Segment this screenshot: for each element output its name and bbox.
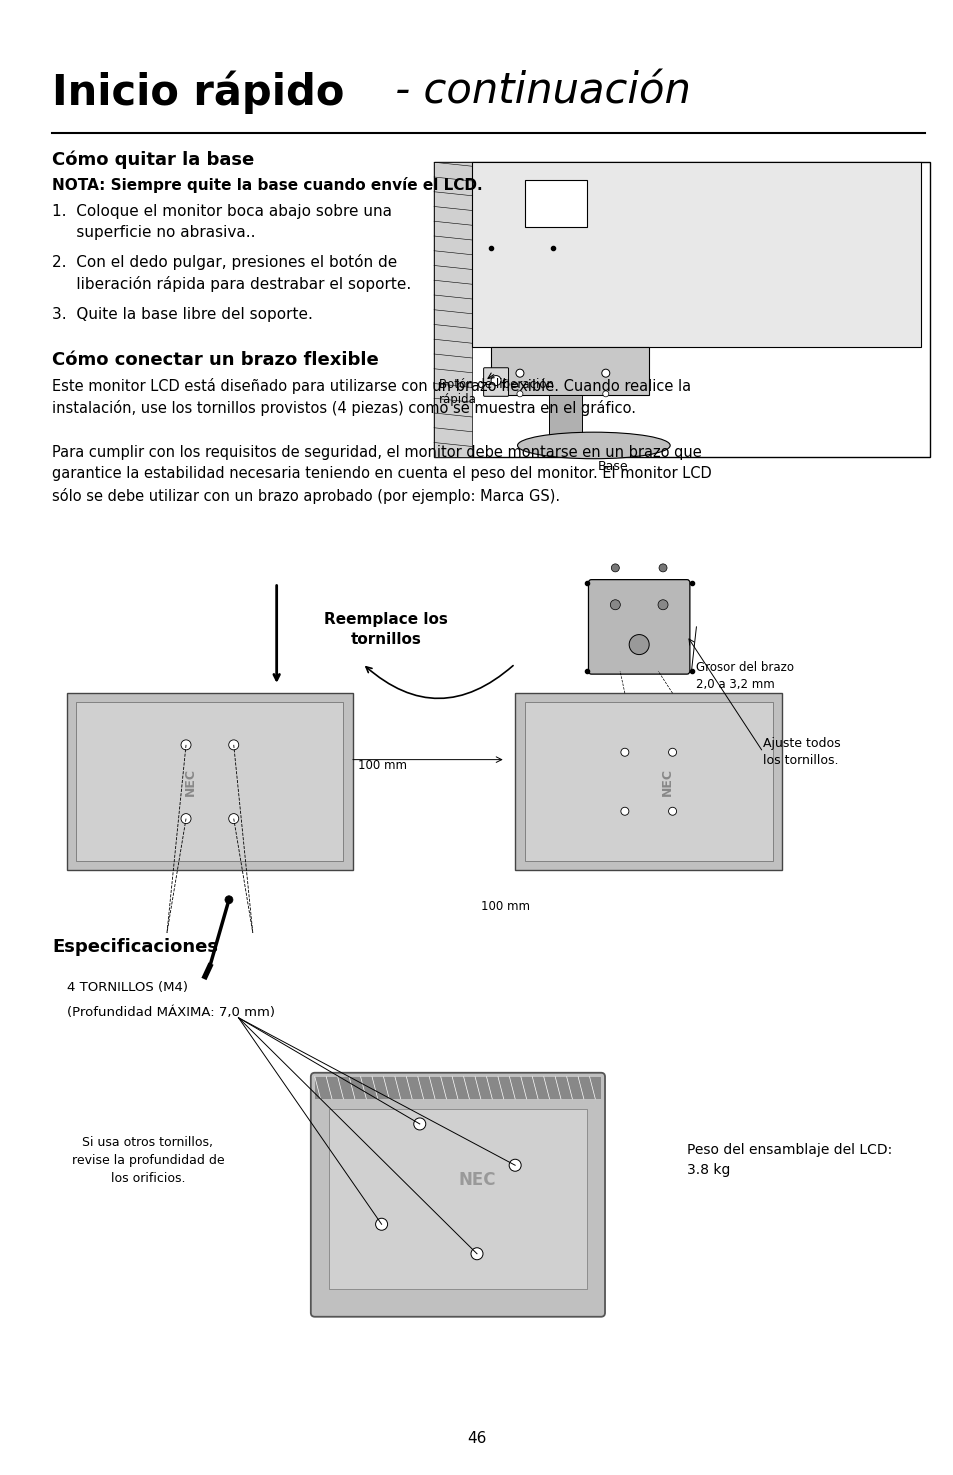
Circle shape — [668, 807, 676, 816]
Text: 2.  Con el dedo pulgar, presiones el botón de
     liberación rápida para destra: 2. Con el dedo pulgar, presiones el botó… — [52, 254, 412, 292]
Bar — [524, 180, 586, 227]
Circle shape — [229, 740, 238, 749]
Text: Reemplace los
tornillos: Reemplace los tornillos — [324, 612, 448, 648]
Text: Botón de liberación
rápida: Botón de liberación rápida — [438, 378, 554, 406]
Circle shape — [509, 1159, 520, 1171]
Bar — [434, 162, 929, 457]
Ellipse shape — [517, 432, 669, 459]
Text: NOTA: Siempre quite la base cuando envíe el LCD.: NOTA: Siempre quite la base cuando envíe… — [52, 177, 482, 193]
Circle shape — [601, 369, 609, 378]
Bar — [491, 347, 648, 395]
Circle shape — [225, 895, 233, 904]
Circle shape — [471, 1248, 482, 1260]
Circle shape — [181, 814, 191, 823]
Circle shape — [620, 807, 628, 816]
Bar — [515, 693, 781, 870]
Text: NEC: NEC — [660, 768, 674, 795]
Bar — [76, 702, 343, 861]
Bar — [67, 693, 353, 870]
Circle shape — [414, 1118, 425, 1130]
Circle shape — [375, 1218, 387, 1230]
Circle shape — [668, 748, 676, 757]
FancyBboxPatch shape — [311, 1072, 604, 1317]
Text: Cómo conectar un brazo flexible: Cómo conectar un brazo flexible — [52, 351, 379, 369]
Bar — [548, 395, 581, 442]
Text: 3.  Quite la base libre del soporte.: 3. Quite la base libre del soporte. — [52, 307, 313, 322]
Bar — [329, 1109, 586, 1289]
Bar — [314, 1077, 600, 1099]
Circle shape — [611, 563, 618, 572]
Text: - continuación: - continuación — [382, 71, 691, 112]
Circle shape — [658, 600, 667, 609]
Bar — [524, 702, 772, 861]
Circle shape — [516, 369, 523, 378]
Text: Este monitor LCD está diseñado para utilizarse con un brazo flexible. Cuando rea: Este monitor LCD está diseñado para util… — [52, 378, 691, 416]
Circle shape — [659, 563, 666, 572]
FancyBboxPatch shape — [483, 367, 508, 397]
Text: Inicio rápido: Inicio rápido — [52, 71, 344, 114]
Circle shape — [620, 748, 628, 757]
Text: Para cumplir con los requisitos de seguridad, el monitor debe montarse en un bra: Para cumplir con los requisitos de segur… — [52, 445, 712, 504]
Text: Grosor del brazo
2,0 a 3,2 mm: Grosor del brazo 2,0 a 3,2 mm — [696, 661, 794, 690]
Text: (Profundidad MÁXIMA: 7,0 mm): (Profundidad MÁXIMA: 7,0 mm) — [67, 1006, 274, 1019]
Circle shape — [629, 634, 648, 655]
FancyBboxPatch shape — [588, 580, 689, 674]
Text: Base: Base — [597, 460, 628, 473]
Text: 4 TORNILLOS (M4): 4 TORNILLOS (M4) — [67, 981, 188, 994]
Text: 100 mm: 100 mm — [480, 900, 530, 913]
Circle shape — [602, 391, 608, 397]
Text: Ajuste todos
los tornillos.: Ajuste todos los tornillos. — [762, 738, 840, 767]
Circle shape — [181, 740, 191, 749]
Circle shape — [517, 391, 522, 397]
Text: Peso del ensamblaje del LCD:
3.8 kg: Peso del ensamblaje del LCD: 3.8 kg — [686, 1143, 891, 1177]
Text: 100 mm: 100 mm — [357, 760, 406, 771]
Text: Especificaciones: Especificaciones — [52, 938, 218, 956]
Text: 1.  Coloque el monitor boca abajo sobre una
     superficie no abrasiva..: 1. Coloque el monitor boca abajo sobre u… — [52, 204, 392, 239]
Text: Si usa otros tornillos,
revise la profundidad de
los orificios.: Si usa otros tornillos, revise la profun… — [71, 1136, 224, 1184]
Circle shape — [491, 376, 500, 385]
Text: NEC: NEC — [457, 1171, 496, 1189]
Circle shape — [229, 814, 238, 823]
Bar — [434, 162, 472, 457]
Bar — [472, 162, 920, 347]
Circle shape — [610, 600, 619, 609]
Text: 46: 46 — [467, 1431, 486, 1446]
Text: NEC: NEC — [184, 768, 197, 795]
Text: Cómo quitar la base: Cómo quitar la base — [52, 150, 254, 170]
